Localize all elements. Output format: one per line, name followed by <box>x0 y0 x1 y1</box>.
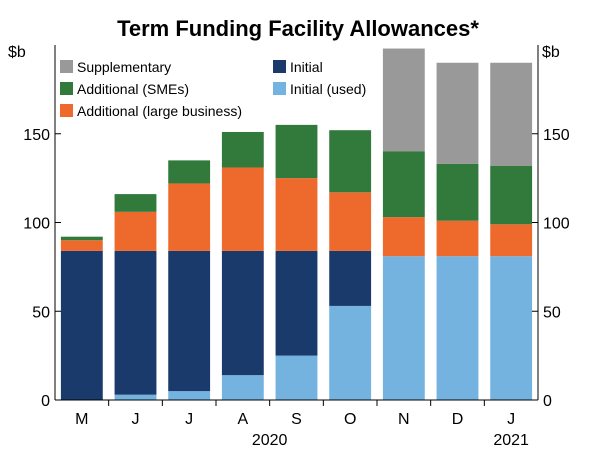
x-category-label-7: D <box>452 411 464 428</box>
bar-initial-3 <box>221 250 264 376</box>
bar-additional-large-business-4 <box>275 178 318 251</box>
bar-initial-used-1 <box>114 394 157 400</box>
bar-additional-large-business-6 <box>382 217 425 257</box>
x-year-label-1: 2021 <box>493 432 529 449</box>
legend: Supplementary Initial Additional (SMEs) Ini… <box>60 59 366 119</box>
legend-label-initial-used: Initial (used) <box>290 81 366 97</box>
bar-supplementary-6 <box>382 48 425 152</box>
bar-additional-smes-7 <box>436 163 479 221</box>
bars-layer <box>60 48 533 400</box>
bar-initial-used-5 <box>329 305 372 400</box>
legend-label-initial: Initial <box>290 59 323 75</box>
x-category-label-4: S <box>291 411 302 428</box>
y-tick-label-right: 0 <box>543 393 552 410</box>
bar-additional-large-business-3 <box>221 167 264 251</box>
unit-right: $b <box>542 44 560 61</box>
y-tick-label-left: 150 <box>23 127 50 144</box>
legend-swatch-initial-used <box>273 82 286 95</box>
bar-additional-large-business-5 <box>329 192 372 251</box>
bar-additional-smes-1 <box>114 194 157 212</box>
y-tick-label-right: 100 <box>543 216 570 233</box>
x-category-label-6: N <box>398 411 410 428</box>
axes-layer: 0 0 50 50 100 100 150 150 M J J A S O N D J 2020 2021 <box>23 45 570 449</box>
bar-additional-large-business-7 <box>436 220 479 257</box>
chart-title: Term Funding Facility Allowances* <box>117 16 479 41</box>
legend-label-supplementary: Supplementary <box>77 59 171 75</box>
x-category-label-2: J <box>185 411 193 428</box>
bar-additional-smes-5 <box>329 130 372 193</box>
bar-initial-used-4 <box>275 355 318 400</box>
legend-swatch-supplementary <box>60 60 73 73</box>
bar-initial-used-8 <box>490 256 533 400</box>
bar-initial-used-7 <box>436 256 479 400</box>
bar-supplementary-8 <box>490 62 533 166</box>
x-category-label-8: J <box>507 411 515 428</box>
bar-additional-large-business-8 <box>490 224 533 257</box>
unit-left: $b <box>8 44 26 61</box>
bar-initial-0 <box>60 250 103 400</box>
y-tick-label-left: 0 <box>41 393 50 410</box>
x-category-label-3: A <box>237 411 248 428</box>
bar-additional-smes-4 <box>275 124 318 179</box>
x-category-label-5: O <box>344 411 356 428</box>
x-year-label-0: 2020 <box>252 432 288 449</box>
legend-swatch-additional-large-business <box>60 104 73 117</box>
bar-initial-1 <box>114 250 157 395</box>
legend-label-additional-large-business: Additional (large business) <box>77 103 242 119</box>
y-tick-label-right: 150 <box>543 127 570 144</box>
bar-additional-smes-0 <box>60 236 103 241</box>
bar-initial-used-2 <box>168 391 211 400</box>
bar-initial-2 <box>168 250 211 392</box>
bar-initial-5 <box>329 250 372 306</box>
bar-additional-smes-2 <box>168 160 211 184</box>
y-tick-label-right: 50 <box>543 304 561 321</box>
bar-initial-used-6 <box>382 256 425 400</box>
bar-supplementary-7 <box>436 62 479 164</box>
bar-additional-large-business-0 <box>60 240 103 251</box>
legend-swatch-initial <box>273 60 286 73</box>
bar-additional-large-business-2 <box>168 183 211 251</box>
bar-initial-used-3 <box>221 375 264 400</box>
y-tick-label-left: 100 <box>23 216 50 233</box>
x-category-label-0: M <box>75 411 88 428</box>
legend-swatch-additional-smes <box>60 82 73 95</box>
bar-additional-smes-6 <box>382 151 425 218</box>
x-category-label-1: J <box>132 411 140 428</box>
bar-additional-large-business-1 <box>114 211 157 251</box>
bar-additional-smes-8 <box>490 165 533 225</box>
bar-initial-4 <box>275 250 318 356</box>
bar-additional-smes-3 <box>221 131 264 168</box>
y-tick-label-left: 50 <box>32 304 50 321</box>
legend-label-additional-smes: Additional (SMEs) <box>77 81 189 97</box>
